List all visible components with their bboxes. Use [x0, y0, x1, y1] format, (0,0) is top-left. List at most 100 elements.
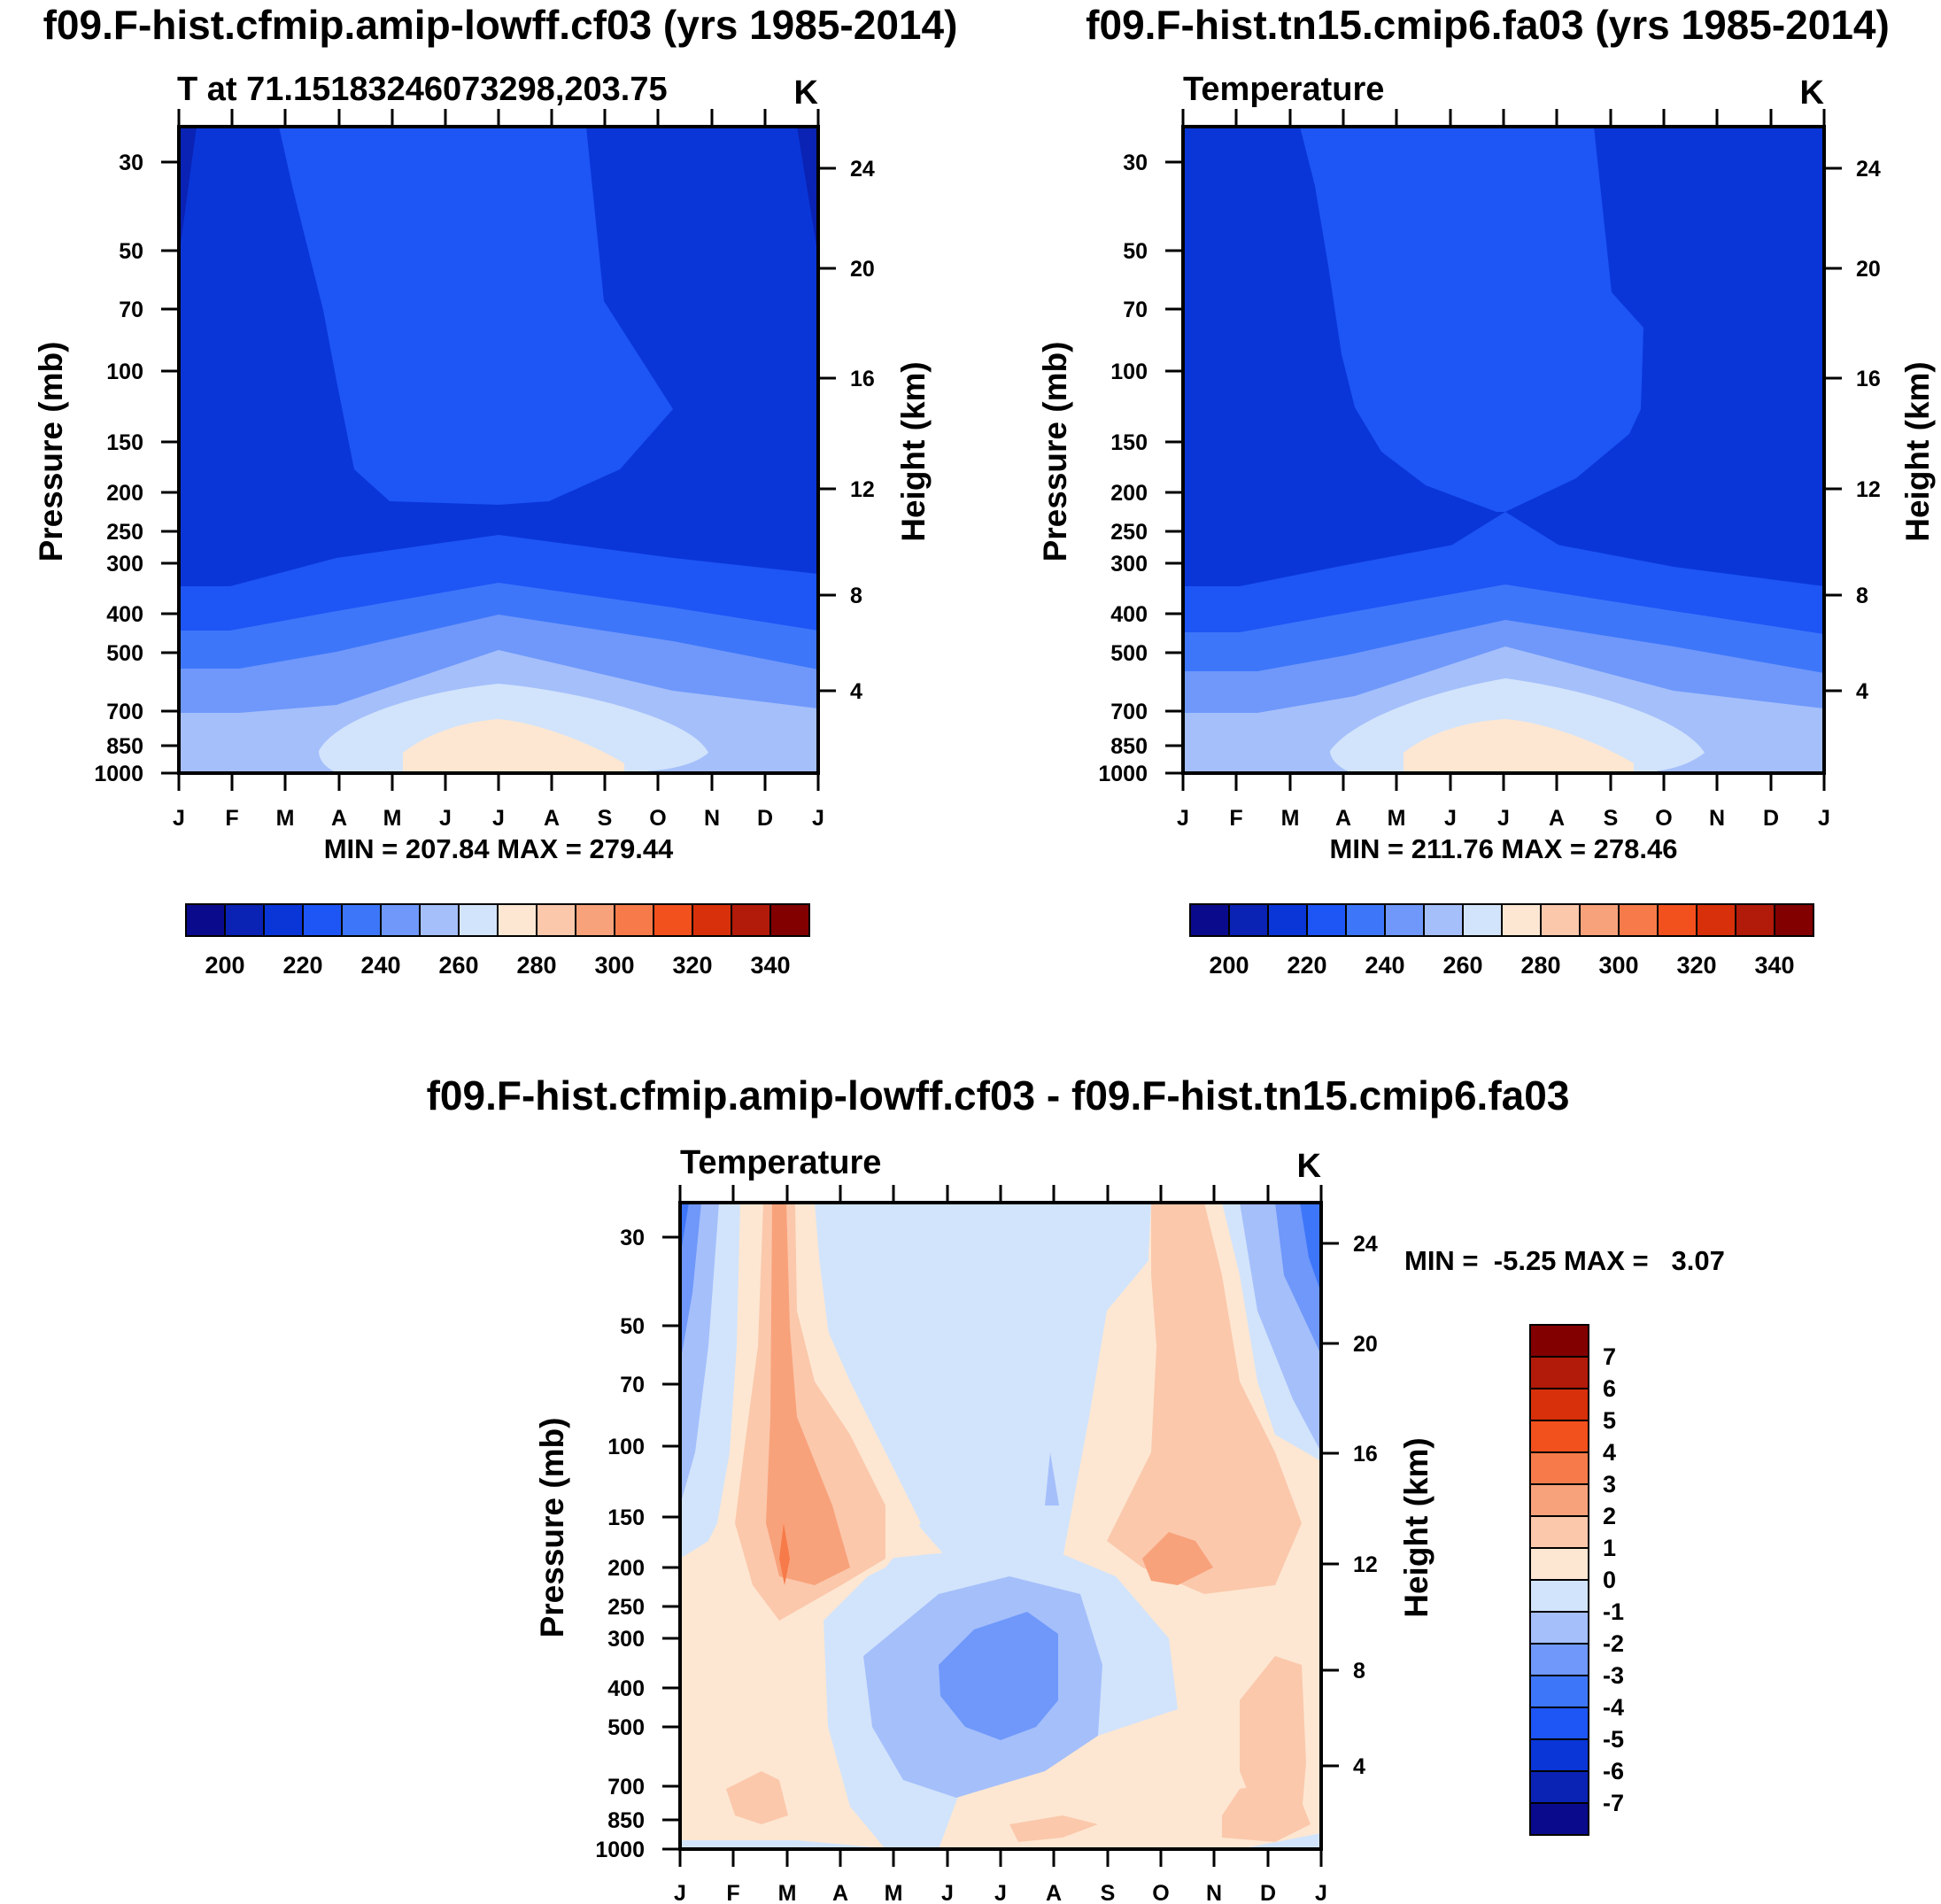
colorbar-label: 260: [438, 952, 478, 979]
colorbar-swatch: [536, 903, 576, 937]
colorbar-swatch: [1529, 1675, 1589, 1708]
x-tick-label: S: [1101, 1881, 1116, 1904]
x-tick-label: J: [1497, 806, 1510, 831]
colorbar-label: 220: [282, 952, 322, 979]
height-tick-label: 4: [850, 679, 862, 704]
panel-2-colorbar-labels: 200 220 240 260 280 300 320 340: [1209, 952, 1794, 979]
height-tick-label: 20: [850, 257, 875, 282]
colorbar-label: 320: [672, 952, 712, 979]
panel-3-contour-pos-lower-right2: [1222, 1780, 1311, 1842]
panel-2-y-right-tick-labels: 24 20 16 12 8 4: [1856, 157, 1881, 704]
y-tick-label: 100: [607, 1435, 645, 1459]
colorbar-swatch: [1384, 903, 1425, 937]
panel-1-colorbar: 200 220 240 260 280 300 320 340: [185, 903, 810, 979]
panel-3-contour-top-neg: [815, 1203, 1151, 1559]
y-tick-label: 70: [119, 298, 143, 322]
panel-3-units: K: [1297, 1148, 1322, 1185]
panel-2-y-axis-label: Pressure (mb): [1037, 342, 1073, 562]
height-tick-label: 16: [850, 367, 875, 391]
colorbar-swatch: [1228, 903, 1269, 937]
panel-3-bottom-ticks: [678, 1849, 1323, 1867]
colorbar-label: 300: [594, 952, 634, 979]
colorbar-swatch: [1267, 903, 1308, 937]
colorbar-swatch: [1540, 903, 1581, 937]
panel-1-y-right-axis-label: Height (km): [895, 361, 932, 542]
colorbar-swatch: [731, 903, 771, 937]
panel-3-y-axis-label: Pressure (mb): [534, 1418, 570, 1638]
colorbar-label: 3: [1603, 1471, 1616, 1498]
height-tick-label: 8: [1353, 1659, 1365, 1683]
x-tick-label: D: [1260, 1881, 1276, 1904]
panel-1-right-ticks: [818, 166, 836, 693]
x-tick-label: A: [832, 1881, 848, 1904]
panel-3-contour-pos-right2: [1107, 1203, 1302, 1594]
x-tick-label: O: [649, 806, 666, 831]
panel-3-min-max: MIN = -5.25 MAX = 3.07: [1404, 1245, 1725, 1276]
colorbar-label: 6: [1603, 1375, 1616, 1402]
panel-2-y-tick-labels: 30 50 70 100 150 200 250 300 400 500 700…: [1098, 151, 1148, 786]
y-tick-label: 150: [1110, 430, 1148, 455]
panel-2-units: K: [1800, 74, 1825, 112]
y-tick-label: 30: [1123, 151, 1148, 175]
panel-1: f09.F-hist.cfmip.amip-lowff.cf03 (yrs 19…: [33, 2, 957, 979]
y-tick-label: 400: [1110, 602, 1148, 627]
colorbar-swatch: [497, 903, 537, 937]
y-tick-label: 300: [1110, 552, 1148, 577]
colorbar-swatch: [614, 903, 654, 937]
colorbar-swatch: [302, 903, 343, 937]
colorbar-swatch: [1529, 1579, 1589, 1613]
colorbar-label: -1: [1603, 1598, 1624, 1625]
colorbar-swatch: [1735, 903, 1775, 937]
colorbar-swatch: [1579, 903, 1620, 937]
height-tick-label: 24: [850, 157, 875, 182]
x-tick-label: J: [439, 806, 452, 831]
x-tick-label: J: [492, 806, 505, 831]
panel-1-title: f09.F-hist.cfmip.amip-lowff.cf03 (yrs 19…: [43, 2, 958, 48]
y-tick-label: 1000: [94, 762, 143, 786]
y-tick-label: 500: [607, 1715, 645, 1740]
panel-2-title: f09.F-hist.tn15.cmip6.fa03 (yrs 1985-201…: [1086, 2, 1890, 48]
colorbar-label: 2: [1603, 1503, 1616, 1529]
colorbar-swatch: [341, 903, 382, 937]
x-tick-label: A: [331, 806, 347, 831]
panel-3-top-ticks: [678, 1185, 1323, 1203]
x-tick-label: M: [1281, 806, 1300, 831]
colorbar-swatch: [1774, 903, 1814, 937]
colorbar-swatch: [1189, 903, 1230, 937]
y-tick-label: 200: [1110, 481, 1148, 506]
x-tick-label: M: [885, 1881, 903, 1904]
y-tick-label: 50: [1123, 239, 1148, 264]
x-tick-label: A: [544, 806, 560, 831]
colorbar-label: 200: [205, 952, 244, 979]
panel-3-y-tick-labels: 30 50 70 100 150 200 250 300 400 500 700…: [595, 1226, 645, 1862]
panel-2-contour-band-280: [1404, 719, 1634, 772]
panel-1-y-axis-label: Pressure (mb): [33, 342, 69, 562]
x-tick-label: F: [726, 1881, 739, 1904]
panel-3-right-ticks: [1321, 1242, 1339, 1768]
colorbar-label: 340: [1754, 952, 1794, 979]
panel-3-plot: J F M A M J J A S O N D J 30 50 70 100 1…: [534, 1185, 1434, 1904]
panel-3-contour-surface-neg2: [1240, 1833, 1321, 1849]
colorbar-label: 280: [516, 952, 556, 979]
colorbar-swatch: [1529, 1547, 1589, 1581]
x-tick-label: M: [383, 806, 402, 831]
y-tick-label: 300: [607, 1627, 645, 1652]
panel-3-contour-pos-right3: [1142, 1532, 1213, 1585]
colorbar-swatch: [1529, 1707, 1589, 1740]
x-tick-label: A: [1046, 1881, 1062, 1904]
panel-2: f09.F-hist.tn15.cmip6.fa03 (yrs 1985-201…: [1037, 2, 1936, 979]
colorbar-swatch: [1618, 903, 1659, 937]
panel-2-bottom-ticks: [1181, 773, 1826, 791]
x-tick-label: N: [704, 806, 720, 831]
panel-3-contour-small-neg: [1045, 1452, 1059, 1505]
x-tick-label: J: [173, 806, 185, 831]
x-tick-label: A: [1549, 806, 1565, 831]
panel-1-plot: J F M A M J J A S O N D J 30 50 70 100 1…: [33, 109, 932, 831]
colorbar-swatch: [1696, 903, 1736, 937]
panel-3-contour-pos-lower-right: [1240, 1656, 1306, 1815]
colorbar-swatch: [1501, 903, 1542, 937]
height-tick-label: 20: [1856, 257, 1881, 282]
height-tick-label: 4: [1353, 1754, 1365, 1779]
colorbar-swatch: [653, 903, 693, 937]
